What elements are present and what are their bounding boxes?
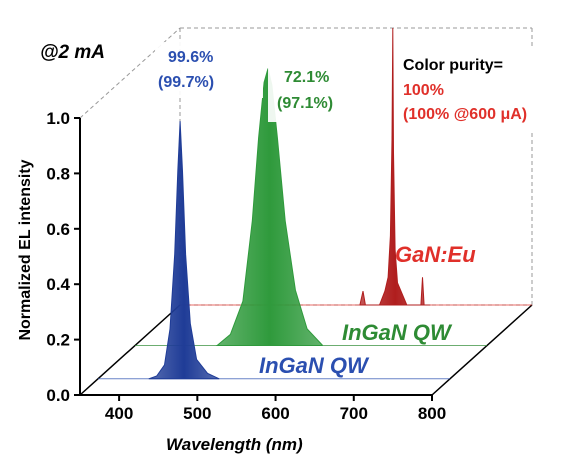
blue-purity-alt: (99.7%): [158, 74, 214, 91]
series-label-green: InGaN QW: [342, 320, 453, 345]
series-area-0: [148, 121, 220, 380]
series-area-2: [359, 27, 431, 306]
y-tick-label-0: 0.0: [46, 386, 70, 405]
red-purity-alt: (100% @600 μA): [403, 106, 527, 123]
annotation-box-blue: [155, 42, 263, 98]
red-purity-label: Color purity=: [403, 57, 503, 74]
annotation-box-red: [395, 48, 565, 130]
x-tick-label-4: 800: [418, 404, 446, 423]
y-tick-label-4: 0.8: [46, 164, 70, 183]
green-purity: 72.1%: [284, 69, 329, 86]
condition-label: @2 mA: [40, 42, 105, 63]
y-axis-title: Normalized EL intensity: [17, 159, 34, 340]
x-tick-label-1: 500: [183, 404, 211, 423]
x-tick-label-2: 600: [261, 404, 289, 423]
annotation-box-green: [268, 62, 368, 122]
depth-floor-right: [431, 304, 533, 396]
series-label-red: GaN:Eu: [395, 242, 476, 267]
y-tick-label-2: 0.4: [46, 275, 70, 294]
y-tick-label-5: 1.0: [46, 109, 70, 128]
x-tick-label-3: 700: [340, 404, 368, 423]
y-tick-label-3: 0.6: [46, 220, 70, 239]
blue-purity: 99.6%: [168, 49, 213, 66]
green-purity-alt: (97.1%): [277, 95, 333, 112]
x-axis-title: Wavelength (nm): [166, 435, 303, 454]
depth-floor-left: [79, 304, 181, 396]
y-tick-label-1: 0.2: [46, 331, 70, 350]
x-tick-label-0: 400: [105, 404, 133, 423]
series-label-blue: InGaN QW: [259, 353, 370, 378]
ticks-layer: 400 500 600 700 800 0.0 0.2 0.4 0.6 0.8 1.0: [46, 109, 446, 423]
red-purity: 100%: [403, 82, 444, 99]
